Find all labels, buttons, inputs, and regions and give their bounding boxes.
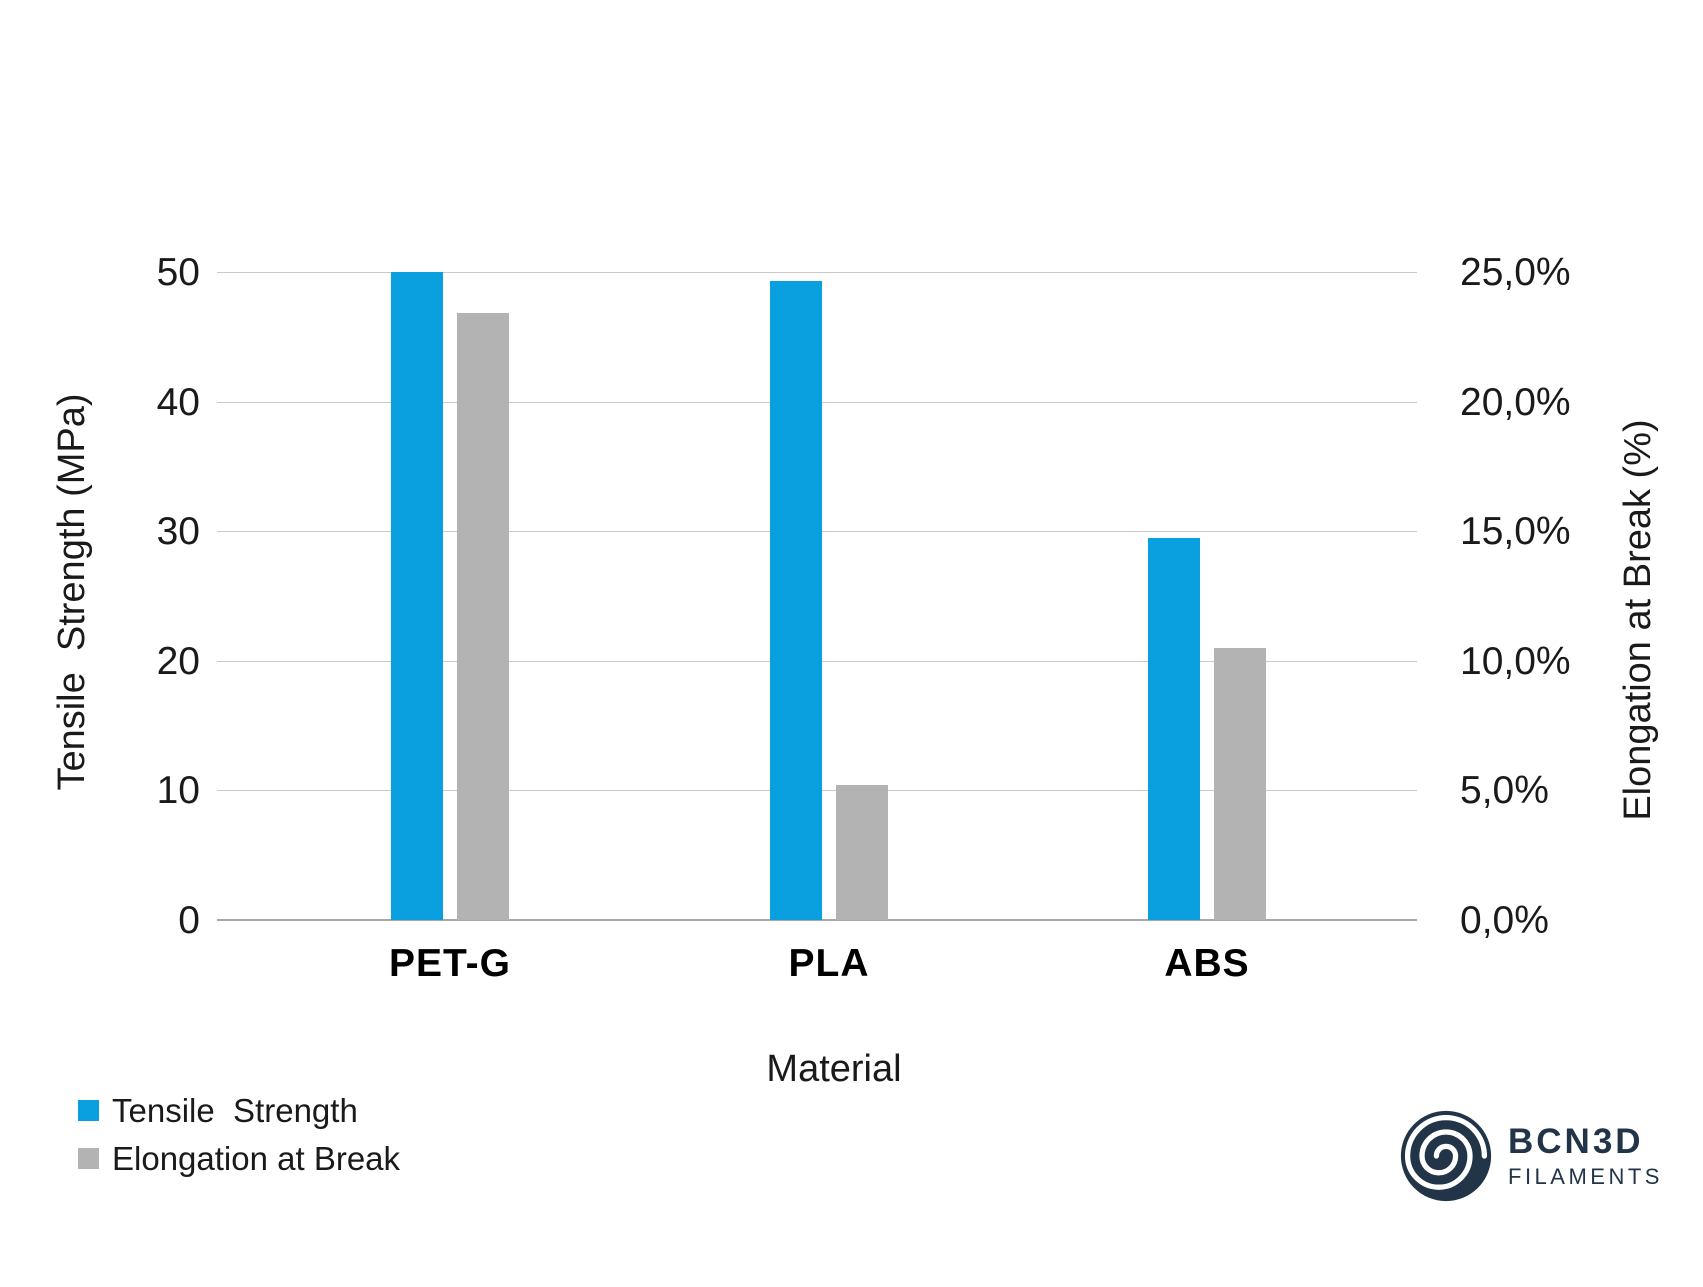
right-axis-tick: 0,0% [1460, 899, 1549, 942]
spiral-icon [1400, 1110, 1492, 1202]
right-axis-tick: 5,0% [1460, 769, 1549, 813]
left-axis-tick: 20 [156, 639, 200, 683]
legend-swatch-icon [78, 1100, 99, 1121]
legend-label: Tensile Strength [112, 1092, 358, 1129]
plot-area [217, 272, 1417, 921]
left-axis-tick: 40 [156, 380, 200, 424]
right-axis-title: Elongation at Break (%) [1617, 419, 1659, 821]
left-axis-tick: 50 [156, 251, 200, 294]
right-axis-tick: 10,0% [1460, 639, 1571, 683]
pet-g-tensile-strength-bar [391, 272, 443, 920]
gridline [217, 272, 1417, 273]
abs-elongation-bar [1214, 648, 1266, 920]
right-axis-tick: 15,0% [1460, 510, 1571, 554]
legend-swatch-icon [78, 1148, 99, 1169]
right-axis-tick: 25,0% [1460, 251, 1571, 294]
x-axis-title: Material [766, 1048, 902, 1090]
brand-text: BCN3D FILAMENTS [1508, 1124, 1663, 1188]
right-axis-tick: 20,0% [1460, 380, 1571, 424]
brand-name: BCN3D [1508, 1122, 1644, 1161]
brand-block: BCN3D FILAMENTS [1398, 1108, 1663, 1204]
left-axis-tick: 0 [178, 899, 200, 942]
legend: Tensile Strength Elongation at Break [78, 1094, 400, 1175]
category-label-pla: PLA [788, 942, 870, 985]
x-axis-line [217, 919, 1417, 921]
abs-tensile-strength-bar [1148, 538, 1200, 920]
legend-item: Tensile Strength [78, 1094, 400, 1127]
left-axis-tick: 10 [156, 769, 200, 813]
left-axis-tick: 30 [156, 510, 200, 554]
legend-item: Elongation at Break [78, 1142, 400, 1175]
pet-g-elongation-bar [457, 313, 509, 920]
left-axis-title: Tensile Strength (MPa) [51, 393, 93, 791]
category-label-pet-g: PET-G [388, 942, 512, 985]
brand-subtitle: FILAMENTS [1508, 1164, 1663, 1189]
pla-tensile-strength-bar [770, 281, 822, 920]
legend-label: Elongation at Break [112, 1140, 401, 1177]
category-label-abs: ABS [1164, 942, 1250, 985]
pla-elongation-bar [836, 785, 888, 920]
